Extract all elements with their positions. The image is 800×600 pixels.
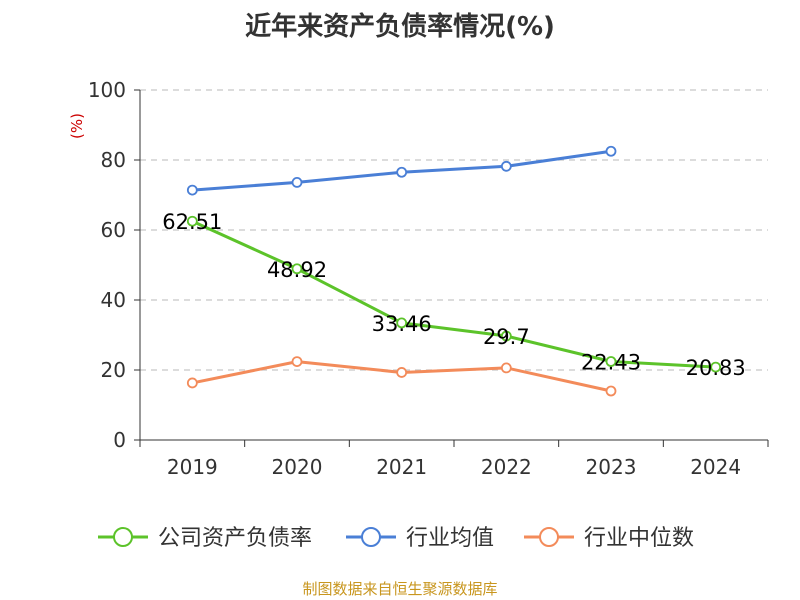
data-point-1 bbox=[291, 176, 303, 188]
data-label: 20.83 bbox=[686, 356, 746, 380]
x-tick-label: 2022 bbox=[481, 455, 532, 479]
data-label: 29.7 bbox=[483, 325, 530, 349]
legend-marker bbox=[361, 527, 381, 547]
data-label: 48.92 bbox=[267, 258, 327, 282]
data-labels: 62.51 48.92 33.46 29.7 22.43 20.83 bbox=[162, 210, 745, 380]
data-point-0 bbox=[710, 361, 722, 373]
chart-title: 近年来资产负债率情况(%) bbox=[245, 12, 555, 42]
legend-label: 行业均值 bbox=[406, 526, 494, 551]
y-tick-label: 0 bbox=[113, 428, 126, 452]
data-point-2 bbox=[605, 385, 617, 397]
data-point-0 bbox=[500, 330, 512, 342]
series-line-0 bbox=[191, 219, 716, 369]
y-tick-label: 80 bbox=[101, 148, 126, 172]
y-tick-label: 20 bbox=[101, 358, 126, 382]
legend-label: 公司资产负债率 bbox=[158, 526, 312, 551]
legend[interactable]: 公司资产负债率 行业均值 行业中位数 bbox=[98, 526, 694, 551]
x-tick-label: 2023 bbox=[586, 455, 637, 479]
data-label: 62.51 bbox=[162, 210, 222, 234]
data-point-1 bbox=[186, 184, 198, 196]
data-label: 33.46 bbox=[372, 312, 432, 336]
data-point-2 bbox=[500, 362, 512, 374]
data-point-2 bbox=[186, 377, 198, 389]
data-point-0 bbox=[186, 215, 198, 227]
x-tick-label: 2019 bbox=[167, 455, 218, 479]
y-tick-label: 40 bbox=[101, 288, 126, 312]
source-note: 制图数据来自恒生聚源数据库 bbox=[302, 580, 498, 598]
data-label: 22.43 bbox=[581, 350, 641, 374]
data-point-2 bbox=[396, 367, 408, 378]
data-point-0 bbox=[396, 317, 408, 329]
legend-marker bbox=[113, 527, 133, 547]
legend-item-2[interactable]: 行业中位数 bbox=[524, 526, 694, 551]
legend-item-1[interactable]: 行业均值 bbox=[346, 526, 494, 551]
data-point-0 bbox=[291, 263, 303, 275]
data-point-0 bbox=[605, 356, 617, 367]
x-tick-label: 2020 bbox=[272, 455, 323, 479]
axes: 0 20 40 60 80 100 2019 2020 2021 2022 2023 2024 bbox=[88, 78, 769, 479]
legend-label: 行业中位数 bbox=[584, 526, 694, 551]
series-layer bbox=[186, 145, 722, 397]
y-tick-label: 60 bbox=[101, 218, 126, 242]
x-tick-label: 2024 bbox=[690, 455, 741, 479]
x-tick-label: 2021 bbox=[376, 455, 427, 479]
y-tick-label: 100 bbox=[88, 78, 126, 102]
data-point-1 bbox=[605, 145, 617, 157]
legend-marker bbox=[539, 527, 559, 547]
data-point-2 bbox=[291, 356, 303, 368]
y-axis-label: (%) bbox=[68, 113, 86, 139]
data-point-1 bbox=[396, 166, 408, 178]
data-point-1 bbox=[500, 160, 512, 172]
legend-item-0[interactable]: 公司资产负债率 bbox=[98, 526, 312, 551]
